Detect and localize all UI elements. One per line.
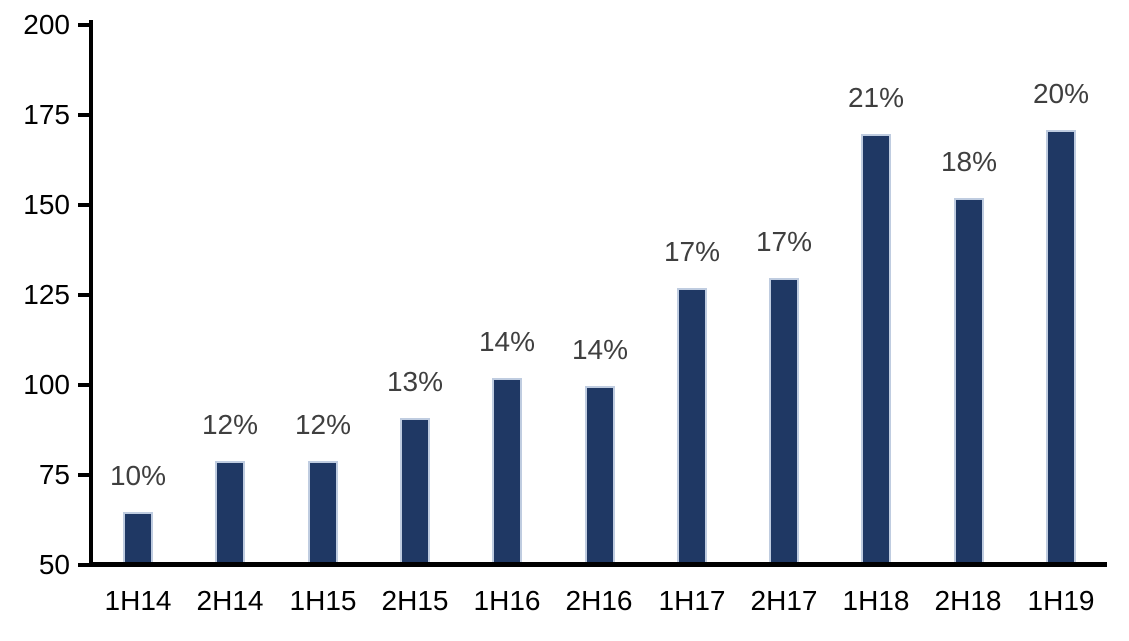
y-axis-tick [78,203,89,207]
y-axis-tick [78,293,89,297]
bar-2H14 [215,461,245,562]
bar-2H17 [769,278,799,562]
bar-value-label-2H18: 18% [940,146,998,177]
bar-2H18 [954,198,984,562]
y-axis-tick-label: 150 [23,189,70,220]
x-axis-label-2H15: 2H15 [381,585,449,616]
bar-value-label-1H19: 20% [1032,78,1090,109]
y-axis-tick-label: 75 [38,459,70,490]
y-axis-tick-label: 200 [23,9,70,40]
bar-value-label-1H15: 12% [294,409,352,440]
y-axis-line [89,20,93,567]
y-axis-tick-label: 50 [38,549,70,580]
y-axis-tick [78,563,89,567]
y-axis-tick [78,23,89,27]
y-axis-tick-label: 125 [23,279,70,310]
bar-1H14 [123,512,153,562]
bar-value-label-2H17: 17% [755,226,813,257]
bar-value-label-1H18: 21% [847,82,905,113]
x-axis-label-2H18: 2H18 [934,585,1002,616]
x-axis-label-1H18: 1H18 [842,585,910,616]
x-axis-label-1H16: 1H16 [473,585,541,616]
x-axis-label-2H16: 2H16 [565,585,633,616]
bar-value-label-2H16: 14% [571,334,629,365]
x-axis-label-1H19: 1H19 [1027,585,1095,616]
bar-value-label-1H14: 10% [109,460,167,491]
bar-2H15 [400,418,430,562]
y-axis-tick [78,383,89,387]
x-axis-label-1H15: 1H15 [289,585,357,616]
x-axis-label-1H14: 1H14 [104,585,172,616]
x-axis-label-2H14: 2H14 [196,585,264,616]
y-axis-tick [78,113,89,117]
x-axis-line [89,562,1107,567]
bar-value-label-2H14: 12% [201,409,259,440]
x-axis-label-2H17: 2H17 [750,585,818,616]
bar-value-label-1H17: 17% [663,236,721,267]
bar-2H16 [585,386,615,562]
x-axis-label-1H17: 1H17 [658,585,726,616]
y-axis-tick-label: 175 [23,99,70,130]
bar-value-label-2H15: 13% [386,366,444,397]
bar-1H18 [861,134,891,562]
bar-1H17 [677,288,707,562]
bar-value-label-1H16: 14% [478,326,536,357]
y-axis-tick [78,473,89,477]
bar-1H19 [1046,130,1076,562]
bar-1H16 [492,378,522,562]
y-axis-tick-label: 100 [23,369,70,400]
bar-1H15 [308,461,338,562]
